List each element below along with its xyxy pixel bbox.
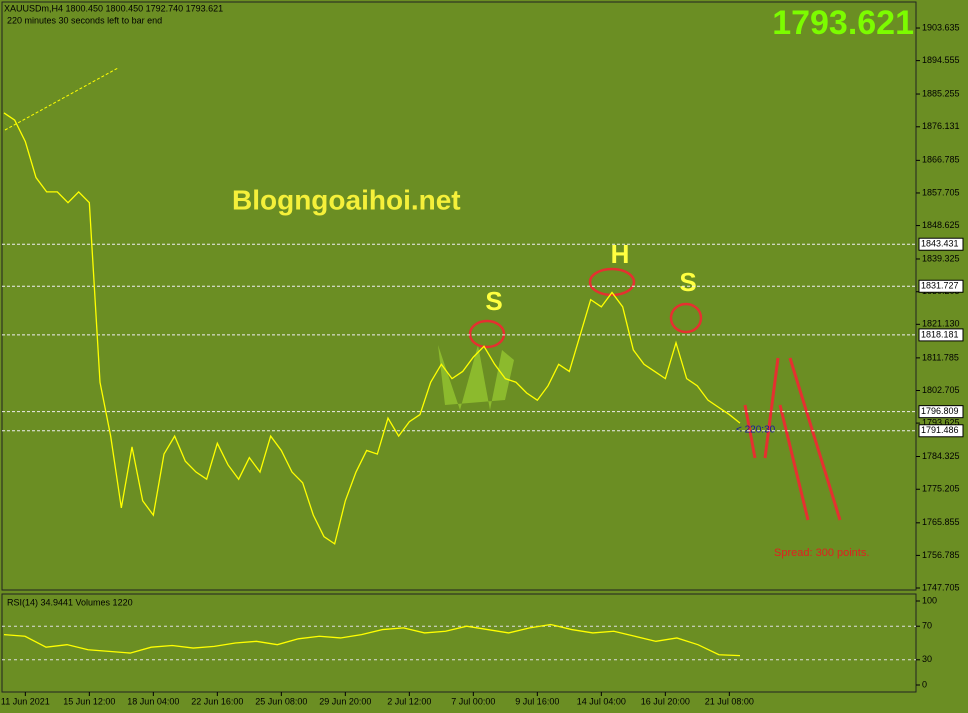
y-tick-label: 70 (922, 621, 932, 631)
level-box (918, 424, 964, 438)
y-tick-label: 1885.255 (922, 88, 960, 98)
x-tick-label: 7 Jul 00:00 (451, 696, 495, 706)
y-tick-label: 1857.705 (922, 187, 960, 197)
level-box (918, 237, 964, 251)
label-s: S (679, 267, 696, 297)
series-line (3, 623, 741, 657)
y-tick-label: 30 (922, 654, 932, 664)
pattern-fill (438, 345, 514, 410)
level-label: 1818.181 (921, 329, 959, 339)
y-tick-label: 1811.785 (922, 352, 959, 362)
y-tick-label: 1894.555 (922, 55, 960, 65)
y-tick-label: 1866.785 (922, 155, 960, 165)
x-tick-label: 9 Jul 16:00 (515, 696, 559, 706)
y-tick-label: 1775.205 (922, 484, 960, 494)
arrows (743, 357, 842, 521)
x-tick-label: 21 Jul 08:00 (705, 696, 754, 706)
y-tick-label: 1756.785 (922, 550, 960, 560)
x-tick-label: 2 Jul 12:00 (387, 696, 431, 706)
y-tick-label: 1876.131 (922, 121, 960, 131)
series-line (3, 112, 741, 545)
x-tick-label: 14 Jul 04:00 (577, 696, 626, 706)
x-tick-label: 11 Jun 2021 (1, 696, 50, 706)
y-tick-label: 1903.635 (922, 22, 960, 32)
y-tick-label: 1821.130 (922, 319, 960, 329)
y-tick-label: 100 (922, 595, 937, 605)
x-tick-label: 25 Jun 08:00 (255, 696, 307, 706)
level-box (918, 328, 964, 342)
x-tick-label: 18 Jun 04:00 (127, 696, 179, 706)
level-label: 1791.486 (921, 425, 959, 435)
level-box (918, 279, 964, 293)
level-label: 1796.809 (921, 406, 959, 416)
trend-line (4, 67, 119, 131)
main-panel (1, 1, 917, 591)
x-tick-label: 29 Jun 20:00 (319, 696, 371, 706)
y-tick-label: 1765.855 (922, 517, 960, 527)
rsi-panel (1, 593, 917, 693)
label-h: H (611, 239, 630, 269)
symbol-line: XAUUSDm,H4 1800.450 1800.450 1792.740 17… (4, 3, 223, 13)
x-tick-label: 15 Jun 12:00 (63, 696, 115, 706)
y-tick-label: 1747.705 (922, 582, 960, 592)
watermark: Blogngoaihoi.net (232, 184, 461, 215)
y-tick-label: 1839.325 (922, 253, 960, 263)
y-tick-label: 1802.705 (922, 385, 960, 395)
circle (669, 302, 703, 334)
y-tick-label: 1784.325 (922, 451, 960, 461)
x-tick-label: 16 Jul 20:00 (641, 696, 690, 706)
label-s: S (485, 286, 502, 316)
y-tick-label: 0 (922, 679, 927, 689)
timer: 220 minutes 30 seconds left to bar end (7, 15, 162, 25)
y-tick-label: 1793.625 (922, 417, 960, 427)
y-tick-label: 1848.625 (922, 220, 960, 230)
level-label: 1831.727 (921, 281, 959, 291)
level-box (918, 405, 964, 419)
level-label: 1843.431 (921, 239, 959, 249)
price: 1793.621 (772, 4, 914, 42)
circle (588, 267, 636, 297)
panel-title: RSI(14) 34.9441 Volumes 1220 (7, 597, 133, 607)
spread: Spread: 300 points. (774, 547, 869, 559)
circle (468, 319, 506, 349)
countdown: < 220:30 (736, 425, 776, 436)
x-tick-label: 22 Jun 16:00 (191, 696, 243, 706)
